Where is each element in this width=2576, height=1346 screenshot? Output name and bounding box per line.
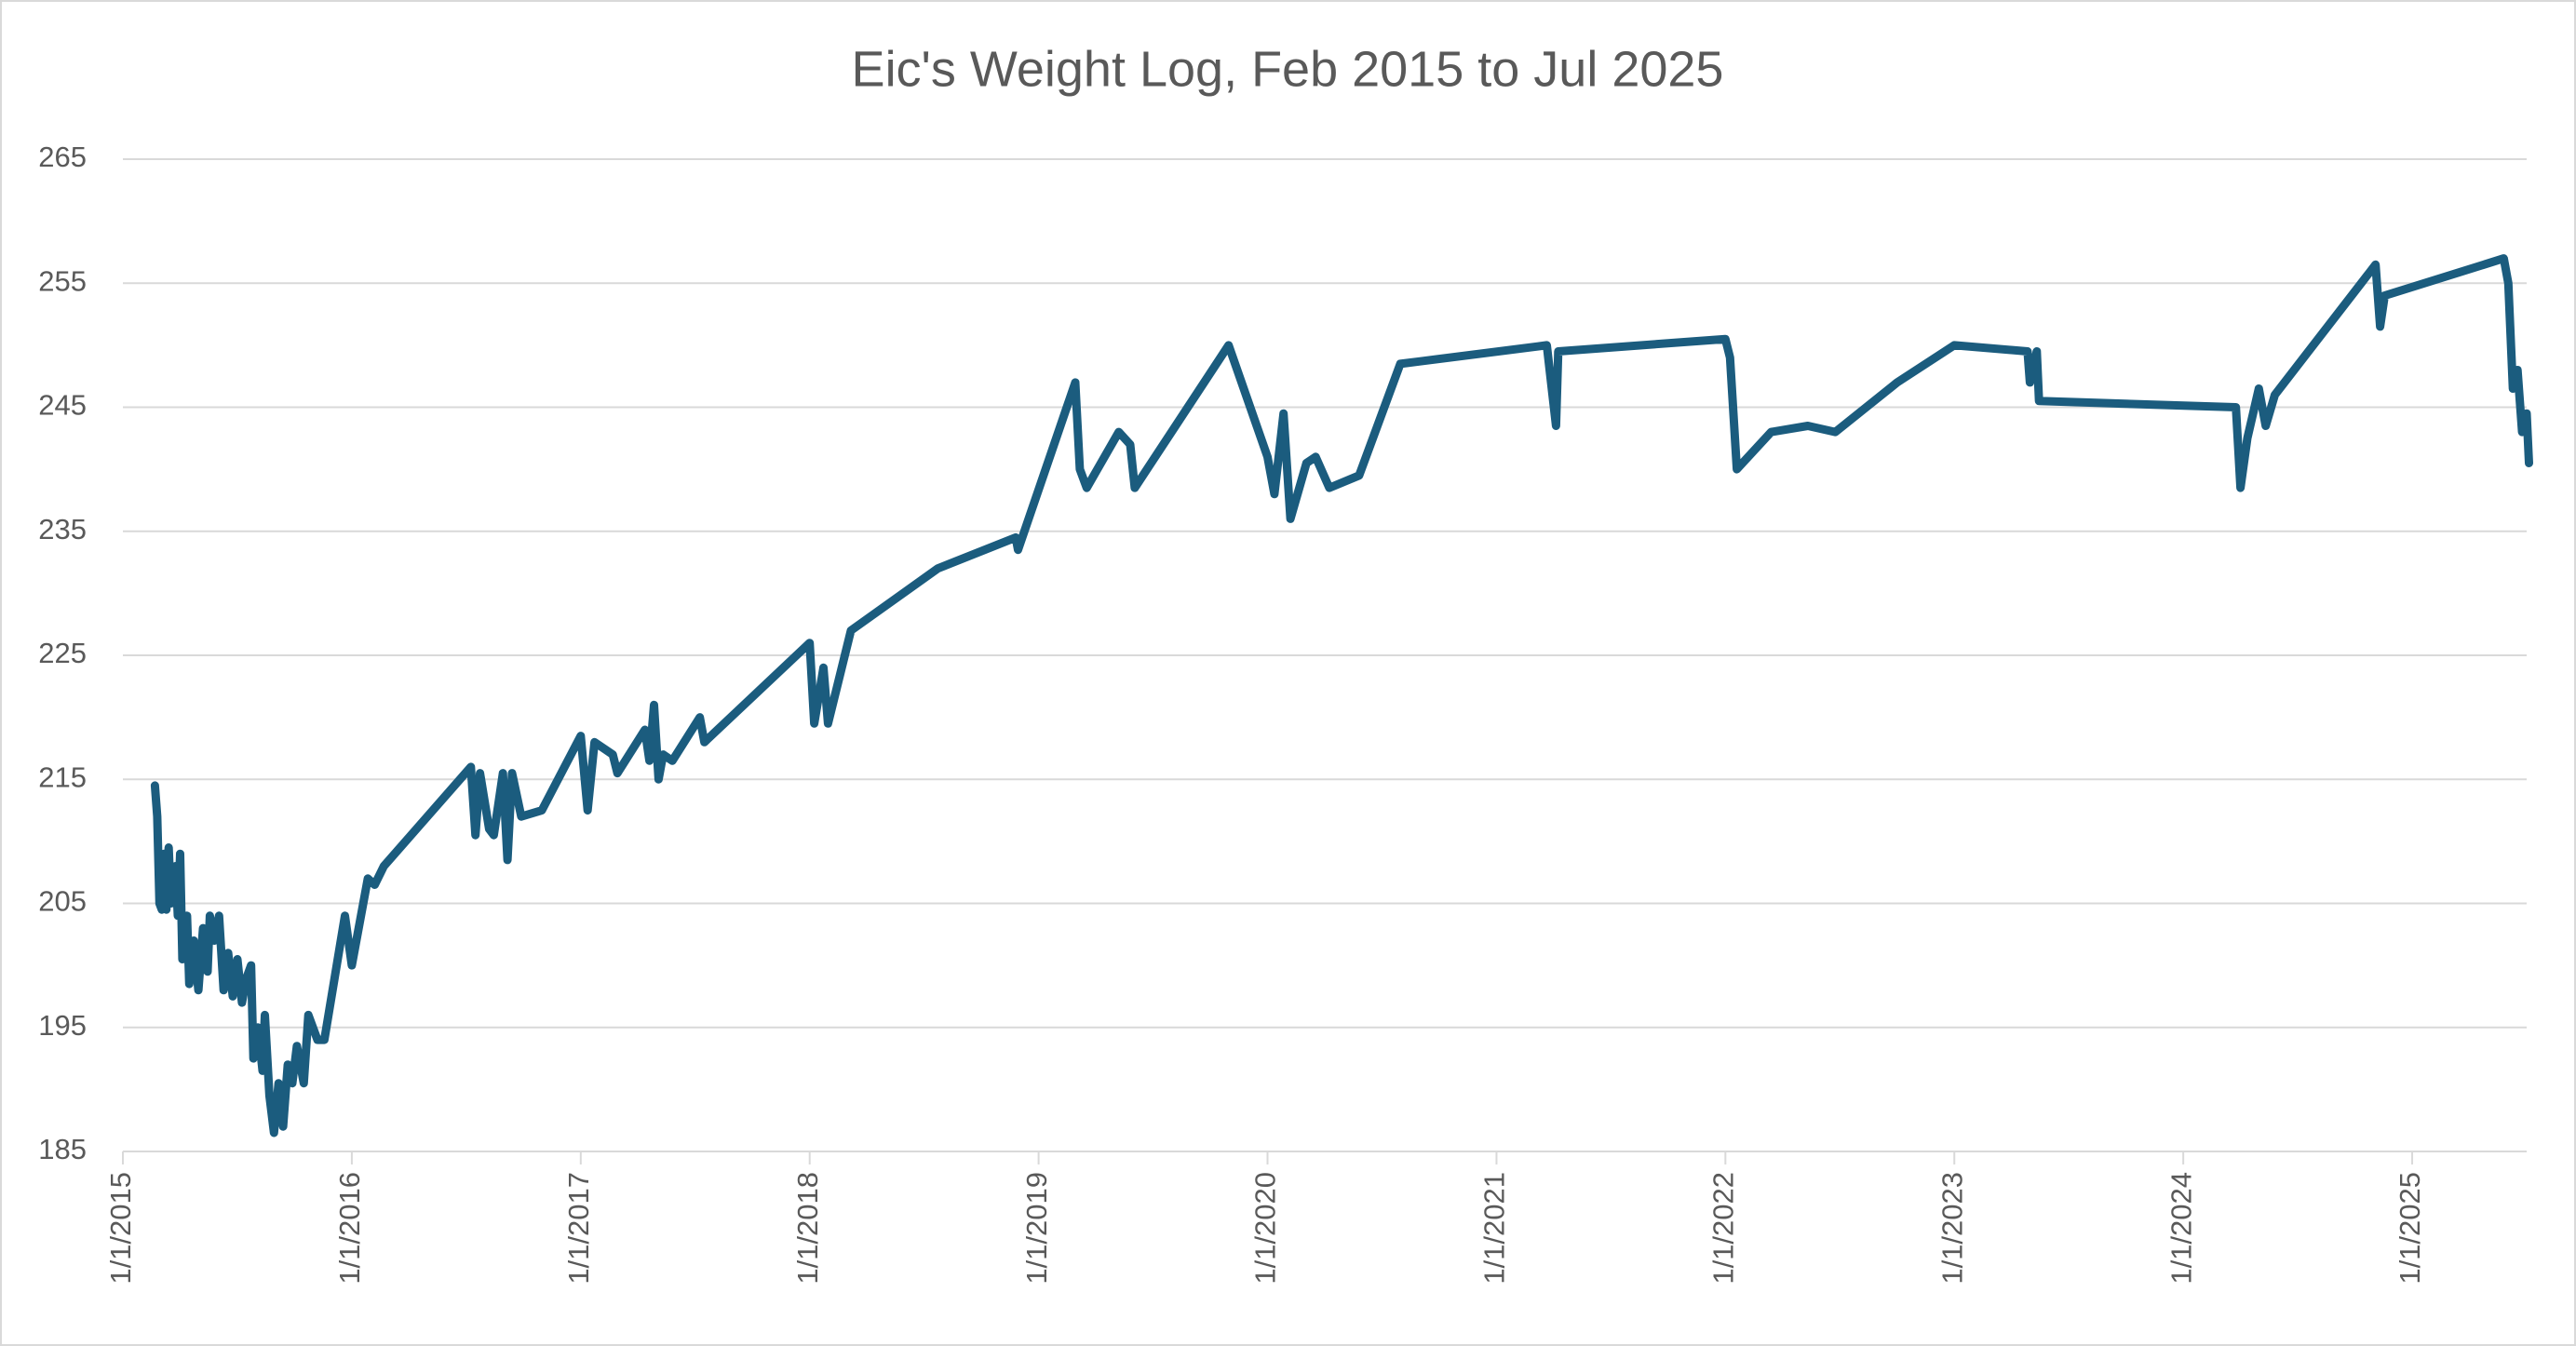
y-tick-label: 245 bbox=[38, 389, 87, 422]
x-tick-label: 1/1/2019 bbox=[1020, 1172, 1053, 1285]
y-tick-label: 255 bbox=[38, 264, 87, 297]
x-tick-label: 1/1/2024 bbox=[2165, 1172, 2197, 1285]
x-tick-label: 1/1/2017 bbox=[562, 1172, 595, 1285]
y-tick-label: 185 bbox=[38, 1133, 87, 1165]
x-tick-label: 1/1/2021 bbox=[1478, 1172, 1511, 1285]
x-tick-label: 1/1/2018 bbox=[791, 1172, 824, 1285]
x-tick-label: 1/1/2020 bbox=[1249, 1172, 1282, 1285]
x-tick-label: 1/1/2025 bbox=[2394, 1172, 2426, 1285]
x-tick-label: 1/1/2022 bbox=[1707, 1172, 1740, 1285]
y-tick-label: 225 bbox=[38, 637, 87, 669]
chart-title: Eic's Weight Log, Feb 2015 to Jul 2025 bbox=[852, 41, 1724, 97]
y-tick-label: 195 bbox=[38, 1009, 87, 1042]
y-tick-label: 235 bbox=[38, 513, 87, 545]
x-tick-label: 1/1/2023 bbox=[1935, 1172, 1968, 1285]
y-tick-label: 215 bbox=[38, 760, 87, 793]
y-tick-label: 205 bbox=[38, 885, 87, 918]
x-tick-label: 1/1/2016 bbox=[333, 1172, 366, 1285]
data-line bbox=[150, 254, 2533, 1137]
y-tick-label: 265 bbox=[38, 141, 87, 173]
x-tick-label: 1/1/2015 bbox=[104, 1172, 137, 1285]
